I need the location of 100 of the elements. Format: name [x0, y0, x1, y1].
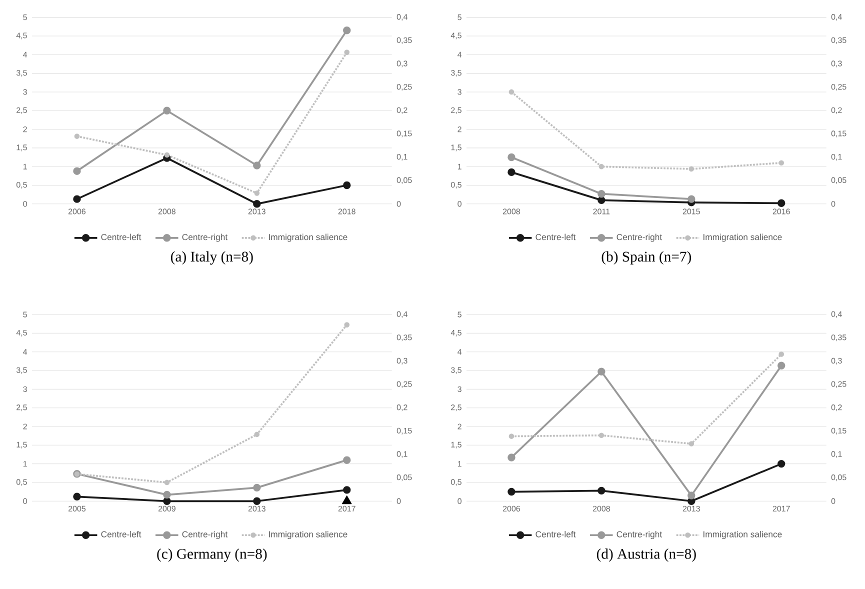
- y-tick-label: 3,5: [16, 367, 27, 374]
- y-tick-label: 4: [23, 52, 28, 58]
- y-tick-label: 2: [23, 126, 27, 132]
- y-tick-label: 2: [23, 424, 27, 430]
- x-tick-label: 2008: [158, 208, 176, 214]
- x-tick-label: 2008: [502, 208, 520, 214]
- y2-tick-label: 0: [831, 201, 836, 207]
- y-tick-label: 0,5: [16, 182, 27, 189]
- y-tick-label: 0,5: [16, 479, 27, 486]
- legend-label: Centre-right: [182, 530, 228, 540]
- text: (b) Spain (n=7): [602, 251, 692, 265]
- legend-label: Centre-right: [616, 530, 662, 540]
- x-tick-label: 2017: [338, 506, 356, 512]
- y2-tick-label: 0,4: [396, 14, 408, 21]
- y2-tick-label: 0,05: [396, 474, 412, 482]
- y2-tick-label: 0,2: [396, 107, 408, 114]
- x-tick-label: 2015: [682, 208, 700, 214]
- x-tick-label: 2011: [593, 208, 610, 214]
- y2-tick-label: 0,35: [396, 37, 412, 44]
- y2-tick-label: 0,4: [831, 14, 842, 21]
- y-tick-label: 4,5: [16, 330, 27, 336]
- y-tick-label: 1,5: [451, 144, 462, 152]
- y-tick-label: 5: [23, 14, 27, 20]
- y2-tick-label: 0,25: [396, 84, 412, 91]
- y2-tick-label: 0,25: [831, 84, 846, 91]
- y-tick-label: 2,5: [451, 404, 462, 412]
- legend-label: Centre-left: [536, 530, 576, 538]
- y-tick-label: 1,5: [451, 442, 462, 448]
- text: (d) Austria (n=8): [596, 548, 696, 562]
- y2-tick-label: 0,35: [396, 334, 412, 342]
- x-tick-label: 2013: [682, 506, 700, 512]
- x-tick-label: 2016: [772, 208, 790, 214]
- y-tick-label: 0: [458, 201, 462, 207]
- y2-tick-label: 0,3: [396, 358, 408, 364]
- y-tick-label: 0,5: [450, 182, 462, 189]
- y-tick-label: 3: [458, 89, 462, 95]
- y2-tick-label: 0,25: [396, 381, 412, 388]
- y2-tick-label: 0,1: [396, 154, 408, 161]
- y2-tick-label: 0,3: [831, 358, 842, 364]
- y-tick-label: 4,5: [16, 32, 27, 40]
- x-tick-label: 2013: [248, 208, 266, 214]
- legend-label: Centre-left: [101, 234, 142, 240]
- y-tick-label: 1,5: [16, 442, 27, 448]
- y-tick-label: 1: [23, 461, 27, 467]
- legend-label: Immigration salience: [703, 530, 782, 540]
- y2-tick-label: 0,3: [396, 60, 408, 68]
- x-tick-label: 2017: [772, 506, 790, 512]
- y-tick-label: 3: [23, 386, 27, 392]
- legend-label: Centre-right: [182, 234, 228, 242]
- text: (c) Germany (n=8): [157, 548, 267, 562]
- x-tick-label: 2008: [592, 506, 610, 512]
- y2-tick-label: 0,05: [831, 177, 846, 184]
- y-tick-label: 5: [458, 312, 462, 318]
- y2-tick-label: 0,15: [831, 428, 846, 434]
- y-tick-label: 0: [23, 498, 27, 504]
- y-tick-label: 3,5: [450, 367, 462, 374]
- y2-tick-label: 0,1: [831, 154, 842, 161]
- y-tick-label: 1,5: [16, 144, 27, 152]
- y-tick-label: 0: [23, 201, 27, 207]
- y2-tick-label: 0,15: [831, 130, 846, 138]
- y2-tick-label: 0,4: [831, 311, 842, 318]
- y-tick-label: 4: [23, 349, 28, 355]
- y-tick-label: 0: [458, 498, 462, 504]
- y-tick-label: 4,5: [450, 330, 462, 336]
- y-tick-label: 5: [23, 312, 27, 318]
- y2-tick-label: 0,2: [831, 404, 842, 412]
- legend-label: Immigration salience: [269, 234, 348, 242]
- x-tick-label: 2006: [68, 208, 86, 214]
- y-tick-label: 4: [458, 52, 462, 58]
- y-tick-label: 2: [458, 424, 462, 430]
- y-tick-label: 2,5: [451, 107, 462, 114]
- y2-tick-label: 0,15: [396, 428, 412, 434]
- y2-tick-label: 0,05: [831, 474, 846, 482]
- y2-tick-label: 0,35: [831, 334, 846, 342]
- y2-tick-label: 0: [396, 201, 401, 207]
- y2-tick-label: 0,35: [831, 37, 846, 44]
- y2-tick-label: 0,4: [396, 311, 408, 318]
- y-tick-label: 3,5: [450, 70, 462, 77]
- y2-tick-label: 0,25: [831, 381, 846, 388]
- y-tick-label: 4,5: [450, 32, 462, 40]
- y2-tick-label: 0,3: [831, 60, 842, 68]
- y-tick-label: 3: [23, 89, 27, 95]
- x-tick-label: 2006: [502, 506, 520, 512]
- y-tick-label: 4: [458, 349, 462, 355]
- y2-tick-label: 0: [831, 498, 836, 504]
- y-tick-label: 0,5: [450, 479, 462, 486]
- y2-tick-label: 0,15: [396, 130, 412, 138]
- y-tick-label: 3: [458, 386, 462, 392]
- y-tick-label: 1: [458, 164, 462, 170]
- y-tick-label: 5: [458, 14, 462, 20]
- legend-label: Immigration salience: [269, 530, 348, 540]
- y2-tick-label: 0,2: [831, 107, 842, 114]
- legend-label: Centre-left: [536, 234, 576, 240]
- legend-label: Centre-right: [616, 234, 662, 242]
- x-tick-label: 2013: [248, 506, 266, 512]
- y-tick-label: 3,5: [16, 70, 27, 77]
- y-tick-label: 2,5: [16, 107, 27, 114]
- x-tick-label: 2009: [158, 506, 176, 512]
- y2-tick-label: 0,2: [396, 404, 408, 412]
- legend-label: Immigration salience: [703, 234, 782, 242]
